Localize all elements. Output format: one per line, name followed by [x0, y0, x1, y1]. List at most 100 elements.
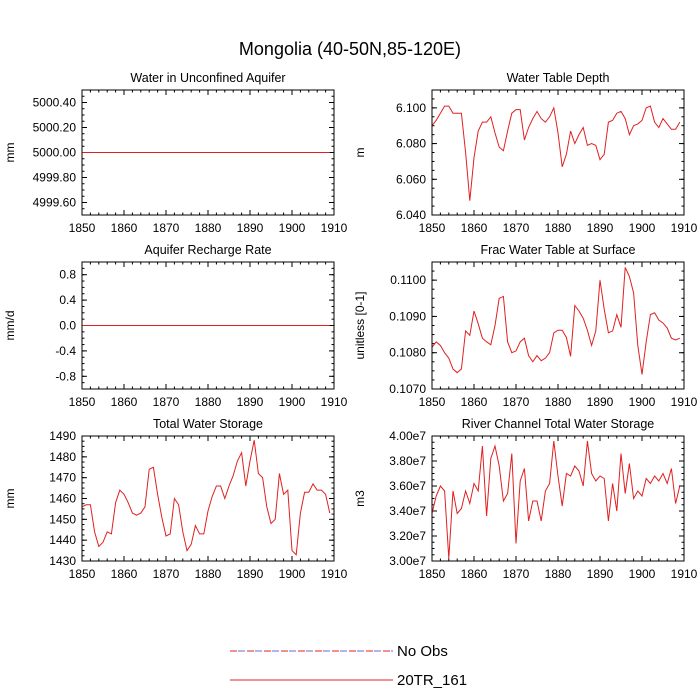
x-tick-label: 1880: [195, 221, 222, 235]
x-tick-label: 1860: [461, 221, 488, 235]
panel-title-frac-water-table-at-surface: Frac Water Table at Surface: [481, 243, 636, 257]
plot-frame-aquifer-recharge-rate: [81, 261, 335, 390]
y-tick-label: 0.1070: [389, 382, 426, 396]
x-tick-label: 1900: [629, 395, 656, 409]
x-tick-label: 1900: [629, 567, 656, 581]
x-tick-label: 1880: [195, 395, 222, 409]
y-tick-label: 1480: [49, 450, 76, 464]
x-tick-label: 1850: [419, 567, 446, 581]
x-tick-label: 1890: [587, 567, 614, 581]
y-tick-label: 5000.40: [33, 96, 77, 110]
y-tick-label: 0.4: [59, 293, 76, 307]
y-axis-label-total-water-storage: mm: [3, 489, 17, 509]
y-tick-label: 5000.20: [33, 121, 77, 135]
x-tick-label: 1880: [545, 221, 572, 235]
y-tick-label: 6.060: [396, 172, 426, 186]
x-tick-label: 1870: [153, 395, 180, 409]
main-title: Mongolia (40-50N,85-120E): [239, 39, 461, 59]
panel-aquifer-recharge-rate: Aquifer Recharge Rate mm/d 1850 1860 1870 188…: [3, 243, 348, 409]
y-tick-label: 3.00e7: [389, 554, 426, 568]
y-axis-label-water-in-unconfined-aquifer: mm: [3, 143, 17, 163]
y-tick-label: 1470: [49, 471, 76, 485]
y-axis-label-river-channel-total-water-storage: m3: [353, 490, 367, 507]
x-tick-label: 1900: [279, 395, 306, 409]
x-tick-label: 1890: [237, 221, 264, 235]
y-tick-label: 4999.60: [33, 196, 77, 210]
x-tick-label: 1880: [195, 567, 222, 581]
y-tick-label: -0.4: [55, 344, 76, 358]
x-tick-label: 1910: [671, 567, 698, 581]
x-tick-label: 1910: [321, 221, 348, 235]
plot-frame-water-table-depth: [431, 89, 685, 216]
y-tick-label: 1450: [49, 512, 76, 526]
y-tick-label: 0.0: [59, 319, 76, 333]
y-tick-label: -0.8: [55, 369, 76, 383]
x-tick-label: 1910: [321, 395, 348, 409]
x-tick-label: 1860: [461, 567, 488, 581]
y-tick-label: 3.80e7: [389, 454, 426, 468]
y-tick-label: 6.040: [396, 208, 426, 222]
plot-frame-river-channel-total-water-storage: [431, 435, 685, 562]
y-tick-label: 0.1100: [390, 273, 426, 287]
x-tick-label: 1870: [153, 567, 180, 581]
y-tick-label: 6.080: [396, 137, 426, 151]
x-tick-label: 1900: [279, 221, 306, 235]
panel-title-water-table-depth: Water Table Depth: [507, 71, 610, 85]
panel-water-table-depth: Water Table Depth m 1850 1860 1870 1880 1890 19…: [353, 71, 698, 235]
x-tick-label: 1910: [671, 221, 698, 235]
x-tick-label: 1850: [69, 395, 96, 409]
y-tick-label: 0.1080: [389, 346, 426, 360]
panel-total-water-storage: Total Water Storage mm 1850 1860 1870 1880 189…: [3, 417, 348, 581]
x-tick-label: 1890: [237, 567, 264, 581]
y-tick-label: 4999.80: [33, 171, 77, 185]
panel-title-total-water-storage: Total Water Storage: [153, 417, 263, 431]
x-tick-label: 1890: [587, 221, 614, 235]
x-tick-label: 1850: [419, 221, 446, 235]
y-tick-label: 5000.00: [33, 146, 77, 160]
x-tick-label: 1860: [111, 221, 138, 235]
x-tick-label: 1880: [545, 395, 572, 409]
series-line-20tr-161-water-table-depth: [431, 105, 681, 201]
series-line-20tr-161-river-channel-total-water-storage: [431, 440, 681, 559]
x-tick-label: 1910: [321, 567, 348, 581]
y-tick-label: 1460: [49, 492, 76, 506]
y-tick-label: 0.8: [59, 268, 76, 282]
x-tick-label: 1870: [503, 395, 530, 409]
panel-river-channel-total-water-storage: River Channel Total Water Storage m3 1850 1…: [353, 417, 698, 581]
y-tick-label: 4.00e7: [389, 429, 426, 443]
panel-title-river-channel-total-water-storage: River Channel Total Water Storage: [462, 417, 655, 431]
panel-frac-water-table-at-surface: Frac Water Table at Surface unitless [0-1…: [353, 243, 698, 409]
panel-water-in-unconfined-aquifer: Water in Unconfined Aquifer mm 1850 1860 187…: [3, 71, 348, 235]
x-tick-label: 1850: [69, 221, 96, 235]
y-tick-label: 1430: [49, 554, 76, 568]
x-tick-label: 1860: [111, 567, 138, 581]
series-line-20tr-161-frac-water-table-at-surface: [431, 267, 680, 375]
x-tick-label: 1870: [153, 221, 180, 235]
y-tick-label: 3.60e7: [389, 479, 426, 493]
legend: No Obs 20TR_161: [230, 643, 467, 689]
x-tick-label: 1910: [671, 395, 698, 409]
x-tick-label: 1860: [461, 395, 488, 409]
plot-frame-water-in-unconfined-aquifer: [81, 89, 335, 216]
y-tick-label: 3.40e7: [389, 504, 426, 518]
plot-frame-total-water-storage: [81, 435, 335, 562]
y-tick-label: 3.20e7: [389, 529, 426, 543]
y-tick-label: 6.100: [396, 101, 426, 115]
x-tick-label: 1900: [629, 221, 656, 235]
y-tick-label: 1440: [49, 533, 76, 547]
x-tick-label: 1880: [545, 567, 572, 581]
panel-title-water-in-unconfined-aquifer: Water in Unconfined Aquifer: [130, 71, 285, 85]
series-line-20tr-161-total-water-storage: [81, 440, 331, 556]
y-tick-label: 1490: [49, 429, 76, 443]
x-tick-label: 1870: [503, 221, 530, 235]
legend-label-20tr-161: 20TR_161: [397, 672, 467, 689]
x-tick-label: 1850: [69, 567, 96, 581]
x-tick-label: 1870: [503, 567, 530, 581]
panels: Water in Unconfined Aquifer mm 1850 1860 187…: [3, 71, 698, 581]
x-tick-label: 1890: [237, 395, 264, 409]
y-axis-label-aquifer-recharge-rate: mm/d: [3, 311, 17, 341]
y-axis-label-water-table-depth: m: [353, 148, 367, 158]
y-axis-label-frac-water-table-at-surface: unitless [0-1]: [353, 291, 367, 359]
panel-title-aquifer-recharge-rate: Aquifer Recharge Rate: [144, 243, 271, 257]
